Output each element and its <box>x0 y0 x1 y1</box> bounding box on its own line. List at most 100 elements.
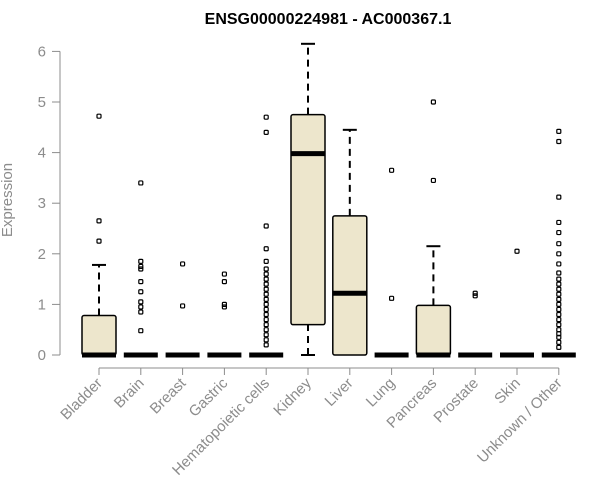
outlier-point <box>263 311 269 318</box>
x-tick-label: Lung <box>363 375 399 411</box>
outlier-point <box>263 322 269 328</box>
outlier-point <box>472 290 478 296</box>
outlier-point <box>514 248 520 254</box>
x-tick-label: Skin <box>491 375 524 408</box>
outlier-point <box>263 327 269 333</box>
outlier-point <box>556 276 562 282</box>
outlier-point <box>430 177 436 184</box>
outlier-point <box>556 194 562 200</box>
outlier-point <box>96 113 102 119</box>
outlier-point <box>556 306 562 313</box>
outlier-point <box>263 271 269 277</box>
x-tick-label: Breast <box>147 374 190 417</box>
box-hematopoietic-cells <box>249 114 284 358</box>
outlier-point <box>138 304 144 310</box>
outlier-point <box>556 229 562 236</box>
box-iqr <box>290 113 326 326</box>
y-tick-label: 0 <box>38 347 46 364</box>
box-liver <box>332 128 368 356</box>
outlier-point <box>556 339 562 345</box>
outlier-point <box>263 276 269 282</box>
x-tick-label: Brain <box>111 375 148 412</box>
outlier-point <box>263 332 269 338</box>
chart-title: ENSG00000224981 - AC000367.1 <box>205 11 452 28</box>
outlier-point <box>180 303 186 309</box>
y-tick-label: 1 <box>38 296 46 313</box>
outlier-point <box>263 286 269 292</box>
outlier-point <box>556 296 562 302</box>
box-brain <box>123 180 158 358</box>
outlier-point <box>263 296 269 302</box>
y-tick-label: 5 <box>38 94 46 111</box>
box-breast <box>165 261 200 358</box>
box-iqr <box>415 304 452 356</box>
x-tick-label: Prostate <box>430 375 482 427</box>
outlier-point <box>472 293 478 299</box>
outlier-point <box>556 327 562 333</box>
outlier-point <box>263 129 269 135</box>
outlier-point <box>556 311 562 318</box>
outlier-point <box>263 246 269 252</box>
outlier-point <box>138 263 144 270</box>
box-lung <box>374 167 409 358</box>
x-tick-label: Kidney <box>270 374 315 419</box>
outlier-point <box>556 344 562 351</box>
outlier-point <box>389 295 395 301</box>
outlier-point <box>556 281 562 287</box>
outlier-point <box>556 286 562 292</box>
box-bladder <box>81 113 117 358</box>
outlier-point <box>221 271 227 277</box>
outlier-point <box>430 99 436 105</box>
y-tick-label: 2 <box>38 246 46 263</box>
outlier-point <box>221 301 227 307</box>
box-prostate <box>458 290 493 358</box>
outlier-point <box>138 299 144 305</box>
outlier-point <box>263 266 269 272</box>
outlier-point <box>556 334 562 340</box>
outlier-point <box>556 322 562 328</box>
y-tick-label: 3 <box>38 195 46 212</box>
outlier-point <box>263 337 269 343</box>
x-tick-label: Bladder <box>57 375 106 424</box>
outlier-point <box>556 138 562 145</box>
outlier-point <box>556 219 562 226</box>
outlier-point <box>556 128 562 134</box>
box-iqr <box>81 314 117 356</box>
outlier-point <box>138 266 144 272</box>
outlier-point <box>263 291 269 297</box>
outlier-point <box>263 223 269 229</box>
outlier-point <box>138 289 144 295</box>
outlier-point <box>263 316 269 323</box>
y-tick-label: 6 <box>38 43 46 60</box>
outlier-point <box>263 281 269 287</box>
outlier-point <box>556 301 562 307</box>
y-axis-label: Expression <box>0 163 16 237</box>
outlier-point <box>221 279 227 285</box>
outlier-point <box>263 306 269 313</box>
outlier-point <box>96 218 102 224</box>
outlier-point <box>556 316 562 323</box>
x-tick-label: Liver <box>322 375 357 410</box>
outlier-point <box>138 328 144 334</box>
outlier-point <box>138 279 144 285</box>
plot-area <box>81 42 576 358</box>
outlier-point <box>556 261 562 267</box>
outlier-point <box>96 238 102 244</box>
outlier-point <box>221 304 227 310</box>
outlier-point <box>389 167 395 173</box>
outlier-point <box>556 270 562 276</box>
y-tick-label: 4 <box>38 145 46 162</box>
y-axis: 0 1 2 3 4 5 6 <box>38 43 61 364</box>
box-gastric <box>207 271 242 358</box>
box-kidney <box>290 42 326 356</box>
outlier-point <box>263 258 269 264</box>
box-unknown-other <box>541 128 576 358</box>
box-pancreas <box>415 99 452 358</box>
outlier-point <box>138 258 144 264</box>
outlier-point <box>138 180 144 186</box>
outlier-point <box>263 342 269 348</box>
outlier-point <box>138 309 144 315</box>
outlier-point <box>180 261 186 267</box>
